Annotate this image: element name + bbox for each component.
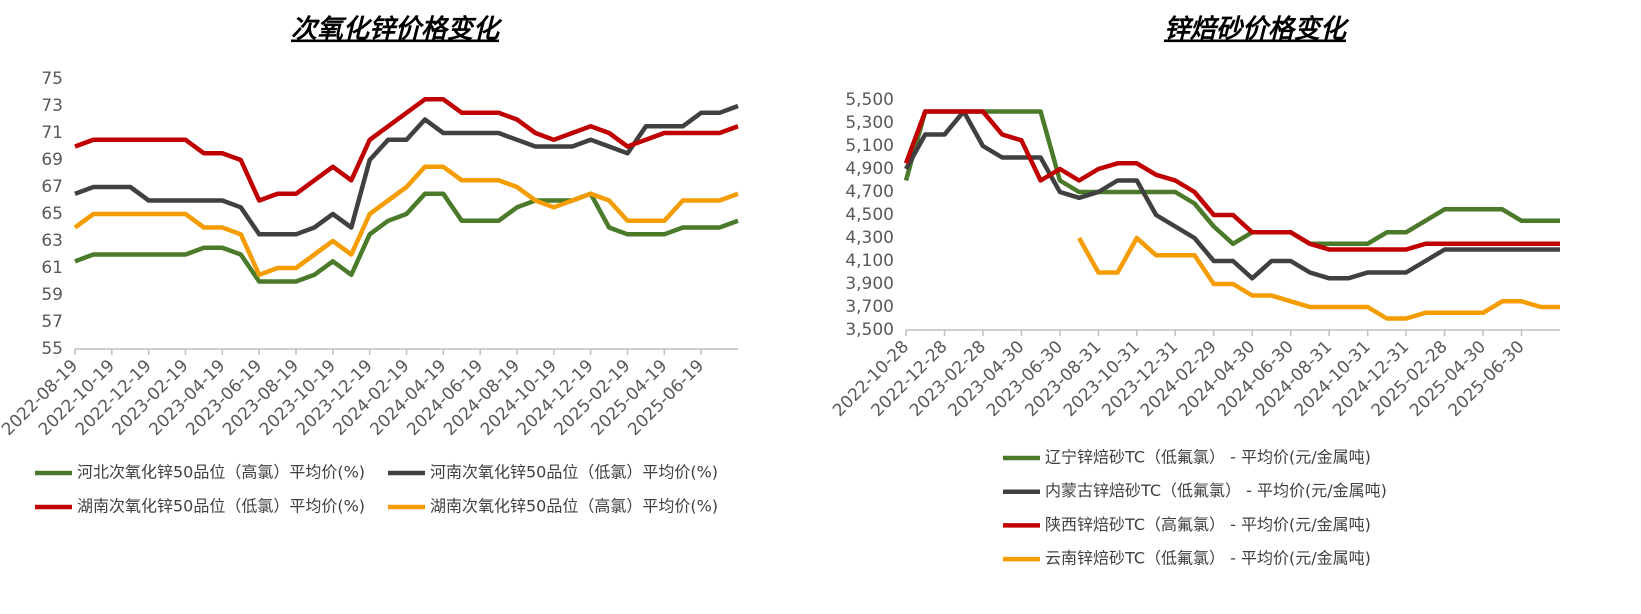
legend-label: 河南次氧化锌50品位（低氯）平均价(%) (430, 463, 718, 482)
y-tick-label: 3,700 (845, 297, 894, 317)
series-line (903, 109, 1560, 252)
series-line (74, 103, 739, 237)
y-tick-label: 4,700 (845, 182, 894, 202)
y-tick-label: 55 (41, 339, 63, 359)
y-tick-label: 4,300 (845, 228, 894, 248)
y-tick-label: 61 (41, 258, 63, 278)
y-tick-label: 65 (41, 204, 63, 224)
series-line (903, 109, 1560, 247)
series-line (904, 109, 1560, 281)
legend-label: 辽宁锌焙砂TC（低氟氯） - 平均价(元/金属吨) (1045, 448, 1371, 467)
chart-title: 次氧化锌价格变化 (291, 15, 503, 45)
y-tick-label: 4,500 (845, 205, 894, 225)
series-line (74, 191, 739, 284)
legend-label: 内蒙古锌焙砂TC（低氟氯） - 平均价(元/金属吨) (1045, 481, 1387, 500)
legend-label: 河北次氧化锌50品位（高氯）平均价(%) (77, 463, 365, 482)
series-line (74, 97, 739, 203)
y-tick-label: 71 (41, 123, 63, 143)
legend-label: 陕西锌焙砂TC（高氟氯） - 平均价(元/金属吨) (1045, 515, 1371, 534)
y-tick-label: 57 (41, 312, 63, 332)
series-line (1077, 235, 1560, 321)
legend-label: 云南锌焙砂TC（低氟氯） - 平均价(元/金属吨) (1045, 549, 1371, 568)
y-tick-label: 63 (41, 231, 63, 251)
y-tick-label: 5,100 (845, 136, 894, 156)
legend-label: 湖南次氧化锌50品位（高氯）平均价(%) (430, 497, 718, 516)
series-line (73, 164, 739, 278)
y-tick-label: 5,300 (845, 113, 894, 133)
legend-label: 湖南次氧化锌50品位（低氯）平均价(%) (77, 497, 365, 516)
y-tick-label: 67 (41, 177, 63, 197)
y-tick-label: 75 (41, 69, 63, 89)
y-tick-label: 59 (41, 285, 63, 305)
y-tick-label: 5,500 (845, 90, 894, 110)
y-tick-label: 73 (41, 96, 63, 116)
y-tick-label: 69 (41, 150, 63, 170)
y-tick-label: 3,500 (845, 320, 894, 340)
y-tick-label: 3,900 (845, 274, 894, 294)
y-tick-label: 4,900 (845, 159, 894, 179)
chart-title: 锌焙砂价格变化 (1164, 15, 1350, 45)
y-tick-label: 4,100 (845, 251, 894, 271)
